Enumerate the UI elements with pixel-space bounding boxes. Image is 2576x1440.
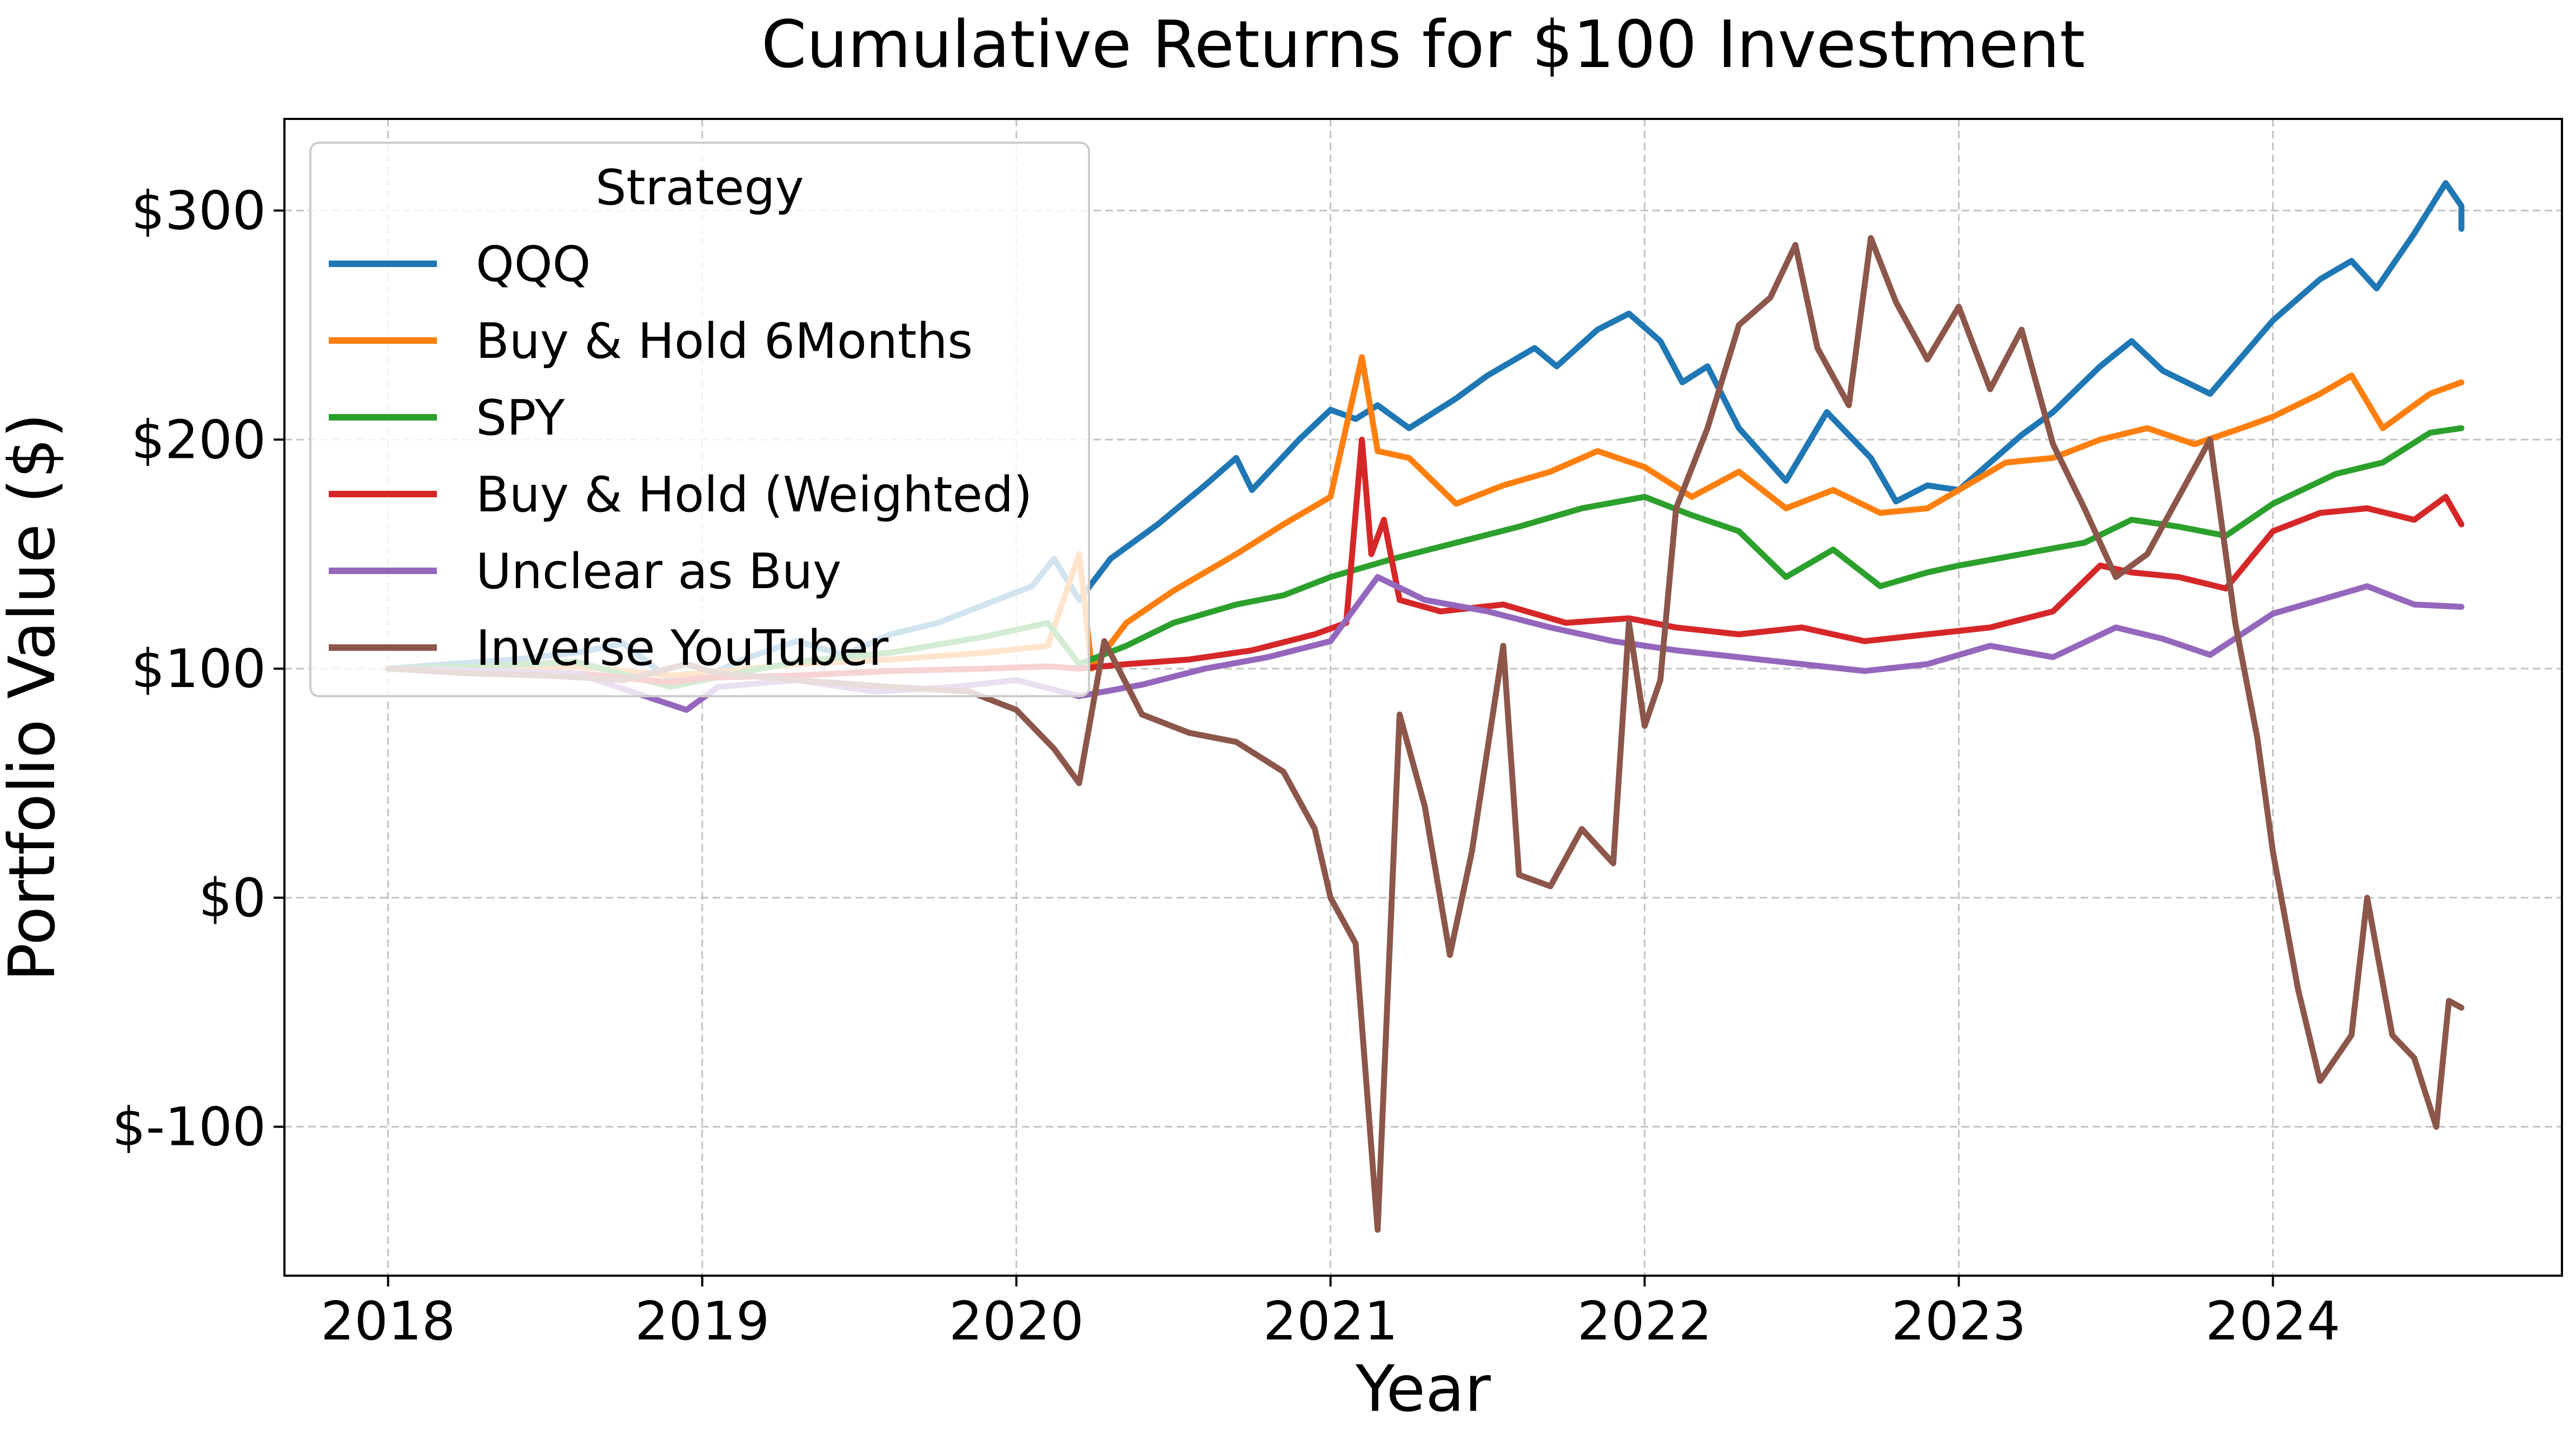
plot-frame	[283, 118, 2563, 1277]
x-axis-label: Year	[1355, 1351, 1491, 1426]
legend-title: Strategy	[595, 159, 804, 216]
series-line-5	[385, 235, 2465, 1233]
legend-label: QQQ	[476, 236, 591, 293]
x-tick-label: 2023	[1891, 1291, 2026, 1352]
legend-label: Buy & Hold 6Months	[476, 313, 973, 370]
x-tick-label: 2021	[1263, 1291, 1398, 1352]
y-tick-label: $300	[131, 181, 266, 242]
y-tick-label: $-100	[112, 1097, 266, 1158]
x-tick-label: 2020	[949, 1291, 1084, 1352]
x-axis-ticks: 2018 2019 2020 2021 2022 2023 2024	[321, 1276, 2340, 1352]
y-axis-ticks: $-100 $0 $100 $200 $300	[112, 181, 284, 1158]
y-axis-label: Portfolio Value ($)	[0, 413, 69, 982]
legend-label: Unclear as Buy	[476, 543, 841, 600]
y-tick-label: $200	[131, 409, 266, 471]
legend-label: Inverse YouTuber	[476, 620, 888, 677]
x-tick-label: 2018	[321, 1291, 455, 1352]
y-tick-label: $0	[198, 868, 266, 929]
x-tick-label: 2022	[1577, 1291, 1712, 1352]
y-tick-label: $100	[131, 638, 266, 700]
legend: Strategy QQQ Buy & Hold 6Months SPY Buy & H…	[309, 142, 1090, 697]
chart-title: Cumulative Returns for $100 Investment	[761, 8, 2085, 83]
x-tick-label: 2019	[635, 1291, 769, 1352]
legend-label: Buy & Hold (Weighted)	[476, 466, 1032, 523]
legend-box	[309, 142, 1090, 697]
legend-label: SPY	[476, 390, 565, 446]
legend-items: QQQ Buy & Hold 6Months SPY Buy & Hold (Weig…	[329, 236, 1032, 677]
x-tick-label: 2024	[2206, 1291, 2340, 1352]
